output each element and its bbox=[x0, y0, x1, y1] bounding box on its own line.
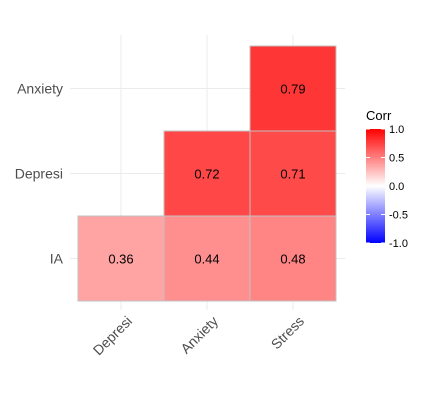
legend-tick-label: -0.5 bbox=[389, 210, 408, 222]
x-tick-label: Depresi bbox=[90, 313, 135, 358]
x-axis-ticks: Depresi Anxiety Stress bbox=[90, 313, 307, 358]
legend-colorbar bbox=[366, 129, 385, 243]
heatmap-cell bbox=[77, 215, 165, 302]
legend-tick-label: -1.0 bbox=[389, 238, 408, 250]
legend-tick-label: 0.5 bbox=[389, 153, 404, 165]
legend-title: Corr bbox=[366, 108, 392, 123]
heatmap-cell bbox=[249, 130, 337, 217]
legend: Corr 1.0 0.5 0.0 -0.5 -1.0 bbox=[366, 108, 408, 250]
cell-value-label: 0.71 bbox=[280, 167, 305, 182]
cell-value-label: 0.44 bbox=[194, 252, 219, 267]
x-tick-label: Stress bbox=[268, 313, 307, 352]
cell-value-label: 0.79 bbox=[280, 82, 305, 97]
heatmap-cell bbox=[249, 215, 337, 302]
y-tick-label: Anxiety bbox=[17, 81, 63, 97]
heatmap-cells bbox=[77, 45, 337, 302]
legend-tick-label: 1.0 bbox=[389, 124, 404, 136]
legend-tick-label: 0.0 bbox=[389, 181, 404, 193]
cell-value-label: 0.72 bbox=[194, 167, 219, 182]
y-axis-ticks: IA Depresi Anxiety bbox=[15, 81, 64, 267]
cell-value-label: 0.48 bbox=[280, 252, 305, 267]
y-tick-label: IA bbox=[50, 251, 64, 267]
x-tick-label: Anxiety bbox=[177, 313, 221, 357]
heatmap-cell bbox=[249, 45, 337, 132]
cell-labels: 0.36 0.44 0.48 0.72 0.71 0.79 bbox=[108, 82, 305, 267]
cell-value-label: 0.36 bbox=[108, 252, 133, 267]
y-tick-label: Depresi bbox=[15, 166, 63, 182]
heatmap-cell bbox=[163, 130, 251, 217]
